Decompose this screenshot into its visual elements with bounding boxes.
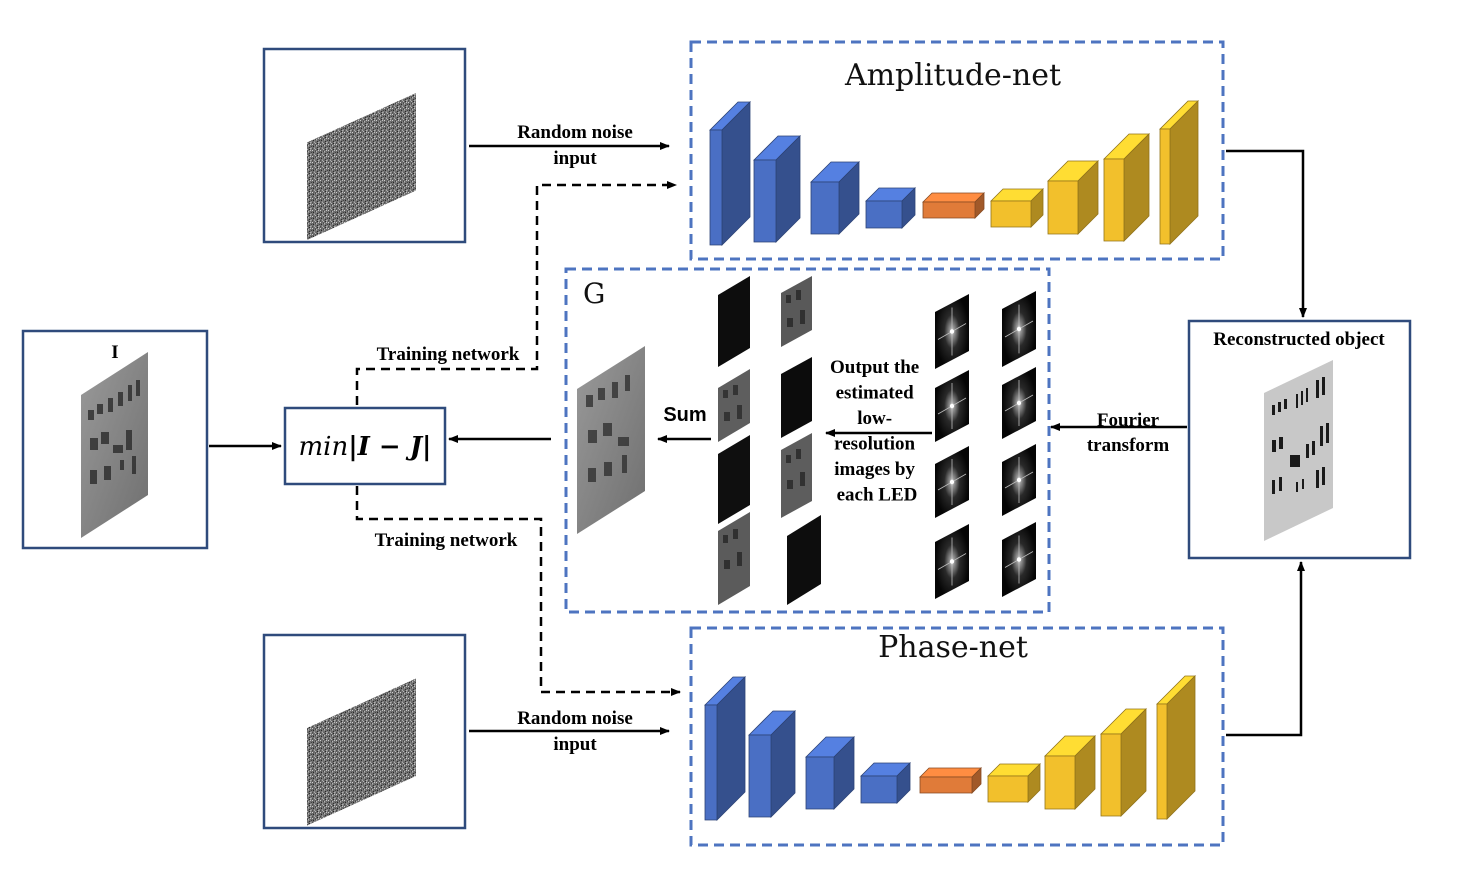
phase-net-layers	[704, 675, 1196, 821]
loss-box: min|I − J|	[283, 406, 447, 486]
output-label: Output the estimated low- resolution ima…	[830, 357, 924, 506]
training-network-label-top: Training network	[377, 344, 520, 365]
amplitude-net-title: Amplitude-net	[844, 58, 1061, 93]
fourier-spectrum-tile	[935, 446, 969, 518]
noise-image-top	[307, 93, 416, 240]
loss-body: |I − J|	[348, 432, 431, 462]
amplitude-net-layers	[709, 100, 1199, 246]
reconstructed-object-label: Reconstructed object	[1213, 329, 1385, 350]
bottleneck-layer	[919, 767, 982, 794]
decoder-layer-4	[1156, 675, 1196, 820]
loss-formula: min|I − J|	[299, 432, 432, 462]
phase-net-box: Phase-net	[689, 626, 1225, 847]
decoder-layer-3	[1103, 133, 1150, 242]
phase-net-title: Phase-net	[878, 630, 1028, 665]
encoder-layer-2	[753, 135, 801, 243]
noise-bottom-label-line2: input	[553, 734, 597, 755]
lowres-image	[787, 515, 821, 605]
fourier-spectrum-tile	[1002, 522, 1036, 597]
training-network-label-bottom: Training network	[375, 530, 518, 551]
decoder-layer-4	[1159, 100, 1199, 245]
noise-input-box-bottom	[262, 633, 467, 830]
loss-min: min	[299, 432, 349, 462]
measured-image	[81, 352, 148, 538]
summed-image	[577, 346, 645, 534]
noise-top-label-line2: input	[553, 148, 597, 169]
noise-top-label-line1: Random noise	[517, 122, 633, 143]
encoder-layer-2	[748, 710, 796, 818]
reconstructed-image	[1264, 360, 1333, 541]
lowres-image	[718, 369, 750, 442]
training-dashed-paths	[355, 181, 681, 696]
g-forward-model-box: G Sum	[564, 267, 1051, 614]
arrow-amplitude-to-object	[1226, 149, 1307, 318]
amplitude-net-box: Amplitude-net	[689, 40, 1225, 261]
input-image-box: I	[21, 329, 209, 550]
noise-image-bottom	[307, 678, 416, 826]
encoder-layer-3	[810, 161, 860, 235]
fourier-spectrum-tile	[1002, 444, 1036, 516]
noise-input-box-top	[262, 47, 467, 244]
encoder-layer-1	[709, 101, 751, 246]
noise-bottom-label-line1: Random noise	[517, 708, 633, 729]
fourier-spectrum-tile	[1002, 367, 1036, 439]
decoder-layer-3	[1100, 708, 1147, 817]
encoder-layer-3	[805, 736, 855, 810]
arrow-phase-to-object	[1226, 561, 1305, 737]
encoder-layer-4	[860, 762, 911, 804]
fourier-spectra	[935, 291, 1036, 599]
connector-arrows	[209, 142, 1307, 737]
lowres-image	[718, 276, 750, 367]
lowres-image	[718, 512, 750, 605]
reconstructed-object-box: Reconstructed object	[1187, 319, 1412, 560]
encoder-layer-4	[865, 187, 916, 229]
fourier-spectrum-tile	[1002, 291, 1036, 367]
lowres-images-column-1	[718, 276, 750, 605]
decoder-layer-2	[1044, 735, 1096, 810]
sum-label: Sum	[663, 404, 706, 426]
input-image-label: I	[111, 342, 118, 363]
g-title: G	[583, 277, 605, 310]
bottleneck-layer	[922, 192, 985, 219]
dashed-training-to-amplitude	[355, 181, 677, 405]
dashed-training-to-phase	[355, 486, 681, 696]
fourier-spectrum-tile	[935, 524, 969, 599]
fourier-label-line2: transform	[1087, 435, 1169, 456]
lowres-image	[781, 276, 812, 347]
fourier-spectrum-tile	[935, 294, 969, 369]
lowres-images-column-2	[781, 276, 821, 605]
decoder-layer-1	[987, 763, 1041, 803]
lowres-image	[781, 357, 812, 438]
fourier-spectrum-tile	[935, 370, 969, 442]
lowres-image	[718, 435, 750, 524]
decoder-layer-1	[990, 188, 1044, 228]
lowres-image	[781, 433, 812, 518]
encoder-layer-1	[704, 676, 746, 821]
decoder-layer-2	[1047, 160, 1099, 235]
